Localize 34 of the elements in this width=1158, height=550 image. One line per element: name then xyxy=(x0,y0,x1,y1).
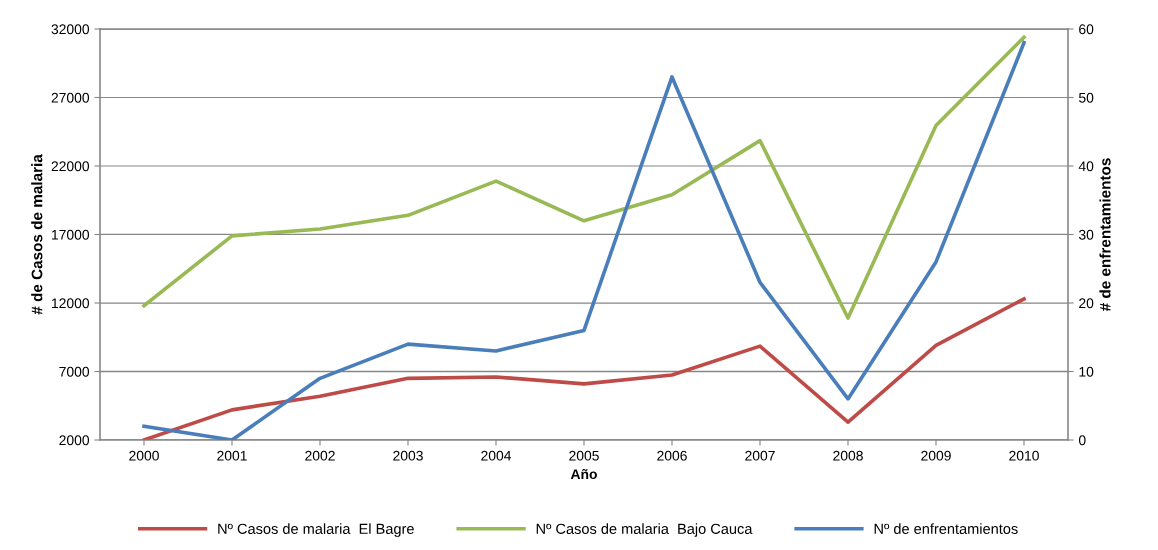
x-tick-label: 2001 xyxy=(217,450,247,461)
x-tick-label: 2002 xyxy=(305,450,335,461)
legend-label: Nº de enfrentamientos xyxy=(874,523,1018,534)
x-tick-label: 2000 xyxy=(129,450,159,461)
y-tick-label: 27000 xyxy=(51,92,90,103)
x-tick-label: 2006 xyxy=(657,450,687,461)
line-series xyxy=(142,35,1026,320)
y2-tick-label: 50 xyxy=(1078,92,1094,103)
x-tick-label: 2007 xyxy=(745,450,775,461)
y2-tick-label: 20 xyxy=(1079,298,1094,309)
y2-tick-label: 0 xyxy=(1078,435,1086,446)
y-axis-title: # de Casos de malaria xyxy=(31,154,43,315)
y2-tick-label: 60 xyxy=(1079,24,1094,35)
line-series xyxy=(142,297,1026,440)
x-tick-label: 2005 xyxy=(569,450,599,461)
y2-tick-label: 10 xyxy=(1079,366,1094,377)
legend-label: Nº Casos de malaria El Bagre xyxy=(218,523,414,537)
y-tick-label: 32000 xyxy=(51,24,90,35)
y-tick-label: 22000 xyxy=(51,161,90,172)
x-tick-label: 2004 xyxy=(481,450,512,461)
y-tick-label: 12000 xyxy=(52,298,90,309)
y2-tick-label: 40 xyxy=(1078,161,1094,172)
line-series xyxy=(142,40,1026,440)
x-tick-label: 2010 xyxy=(1009,450,1039,461)
x-axis-title: Año xyxy=(570,468,597,480)
y-tick-label: 7000 xyxy=(59,366,90,377)
y2-tick-label: 30 xyxy=(1078,229,1094,240)
y2-axis-title: # de enfrentamientos xyxy=(1099,158,1111,312)
x-tick-label: 2009 xyxy=(921,450,951,461)
legend-label: Nº Casos de malaria Bajo Cauca xyxy=(536,523,753,537)
x-tick-label: 2003 xyxy=(393,450,423,461)
y-tick-label: 17000 xyxy=(52,229,90,240)
x-tick-label: 2008 xyxy=(833,450,863,461)
y-tick-label: 2000 xyxy=(59,435,90,446)
